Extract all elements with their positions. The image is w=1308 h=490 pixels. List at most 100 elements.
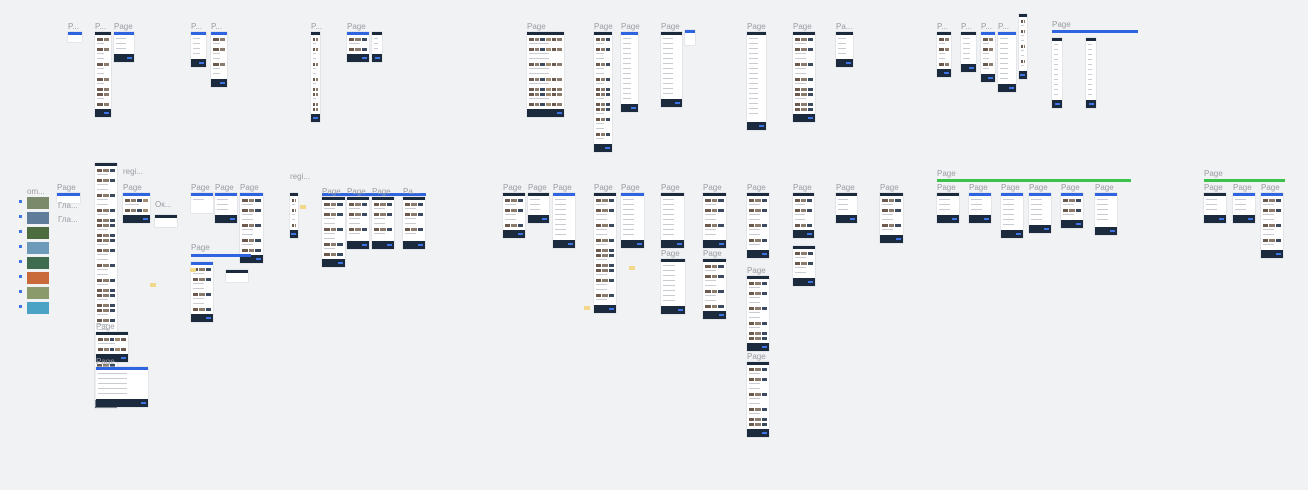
- page-frame[interactable]: [1019, 14, 1027, 79]
- frame-label[interactable]: P...: [998, 22, 1009, 31]
- sticky-note[interactable]: [190, 268, 196, 272]
- city-thumbnail[interactable]: [27, 302, 49, 314]
- page-frame[interactable]: [937, 32, 951, 77]
- frame-label[interactable]: P...: [961, 22, 972, 31]
- page-frame[interactable]: [594, 32, 612, 152]
- page-frame[interactable]: [880, 193, 903, 243]
- frame-label[interactable]: Page: [322, 187, 341, 196]
- page-frame[interactable]: [347, 197, 369, 249]
- frame-label[interactable]: Page: [347, 22, 366, 31]
- frame-label[interactable]: Page: [747, 266, 766, 275]
- frame-label[interactable]: Page: [793, 183, 812, 192]
- frame-label[interactable]: Page: [96, 322, 115, 331]
- page-frame[interactable]: [347, 32, 369, 62]
- frame-label[interactable]: Page: [1029, 183, 1048, 192]
- frame-label[interactable]: Page: [123, 183, 142, 192]
- frame-label[interactable]: Page: [703, 249, 722, 258]
- page-frame[interactable]: [703, 259, 726, 319]
- frame-label[interactable]: Page: [503, 183, 522, 192]
- frame-label[interactable]: Page: [880, 183, 899, 192]
- page-frame[interactable]: [661, 193, 684, 248]
- page-frame[interactable]: [528, 193, 549, 223]
- page-frame[interactable]: [998, 32, 1016, 92]
- sticky-note[interactable]: [300, 205, 306, 209]
- page-frame[interactable]: [1095, 193, 1117, 235]
- page-frame[interactable]: [114, 32, 134, 62]
- city-thumbnail[interactable]: [27, 287, 49, 299]
- frame-label[interactable]: Page: [703, 183, 722, 192]
- frame-label[interactable]: Page: [594, 183, 613, 192]
- frame-label[interactable]: Page: [969, 183, 988, 192]
- frame-label[interactable]: Page: [240, 183, 259, 192]
- page-frame[interactable]: [747, 362, 769, 437]
- frame-label[interactable]: Гла...: [58, 201, 78, 210]
- page-frame[interactable]: [747, 193, 769, 258]
- page-frame[interactable]: [1061, 193, 1083, 228]
- page-frame[interactable]: [123, 193, 150, 223]
- page-frame[interactable]: [57, 193, 80, 203]
- frame-label[interactable]: regi...: [123, 167, 144, 176]
- frame-label[interactable]: P...: [95, 22, 106, 31]
- city-thumbnail[interactable]: [27, 227, 49, 239]
- page-frame[interactable]: [661, 259, 685, 314]
- page-frame[interactable]: [594, 193, 616, 313]
- page-frame[interactable]: [703, 193, 726, 248]
- page-frame[interactable]: [95, 32, 111, 117]
- frame-label[interactable]: om...: [27, 187, 45, 196]
- page-frame[interactable]: [793, 246, 815, 286]
- page-frame[interactable]: [961, 32, 976, 72]
- frame-label[interactable]: Page: [1261, 183, 1280, 192]
- frame-label[interactable]: Page: [661, 249, 680, 258]
- city-thumbnail[interactable]: [27, 242, 49, 254]
- page-frame[interactable]: [1052, 38, 1062, 108]
- page-frame[interactable]: [747, 276, 769, 351]
- sticky-note[interactable]: [584, 306, 590, 310]
- frame-label[interactable]: Page: [1204, 183, 1223, 192]
- page-frame[interactable]: [311, 32, 320, 122]
- frame-label[interactable]: Page: [621, 22, 640, 31]
- page-frame[interactable]: [1001, 193, 1023, 238]
- frame-label[interactable]: Page: [191, 243, 210, 252]
- frame-label[interactable]: Page: [527, 22, 546, 31]
- frame-label[interactable]: Ок...: [155, 200, 172, 209]
- page-frame[interactable]: [969, 193, 991, 223]
- page-frame[interactable]: [981, 32, 995, 82]
- page-frame[interactable]: [372, 197, 394, 249]
- frame-label[interactable]: Page: [1204, 169, 1223, 178]
- page-frame[interactable]: [527, 32, 564, 117]
- page-frame[interactable]: [503, 193, 525, 238]
- frame-label[interactable]: P...: [191, 22, 202, 31]
- frame-label[interactable]: Page: [793, 22, 812, 31]
- page-frame[interactable]: [793, 32, 815, 122]
- page-frame[interactable]: [793, 193, 814, 238]
- frame-label[interactable]: Page: [1233, 183, 1252, 192]
- page-frame[interactable]: [747, 32, 766, 130]
- page-frame[interactable]: [553, 193, 575, 248]
- page-frame[interactable]: [96, 367, 148, 407]
- page-frame[interactable]: [191, 32, 206, 67]
- page-frame[interactable]: [226, 270, 248, 282]
- page-frame[interactable]: [1233, 193, 1255, 223]
- city-thumbnail[interactable]: [27, 197, 49, 209]
- sticky-note[interactable]: [150, 283, 156, 287]
- frame-label[interactable]: Page: [347, 187, 366, 196]
- frame-label[interactable]: Page: [1061, 183, 1080, 192]
- frame-label[interactable]: Page: [747, 183, 766, 192]
- page-frame[interactable]: [836, 193, 857, 223]
- frame-label[interactable]: Page: [747, 352, 766, 361]
- page-frame[interactable]: [240, 193, 263, 263]
- frame-label[interactable]: Page: [1001, 183, 1020, 192]
- frame-label[interactable]: Page: [215, 183, 234, 192]
- frame-label[interactable]: Page: [594, 22, 613, 31]
- frame-label[interactable]: Page: [661, 22, 680, 31]
- page-frame[interactable]: [685, 30, 695, 45]
- page-frame[interactable]: [836, 32, 853, 67]
- frame-label[interactable]: Page: [836, 183, 855, 192]
- frame-label[interactable]: Page: [1095, 183, 1114, 192]
- page-frame[interactable]: [1204, 193, 1226, 223]
- page-frame[interactable]: [211, 32, 227, 87]
- page-frame[interactable]: [372, 32, 382, 62]
- page-frame[interactable]: [290, 193, 298, 238]
- frame-label[interactable]: P...: [311, 22, 322, 31]
